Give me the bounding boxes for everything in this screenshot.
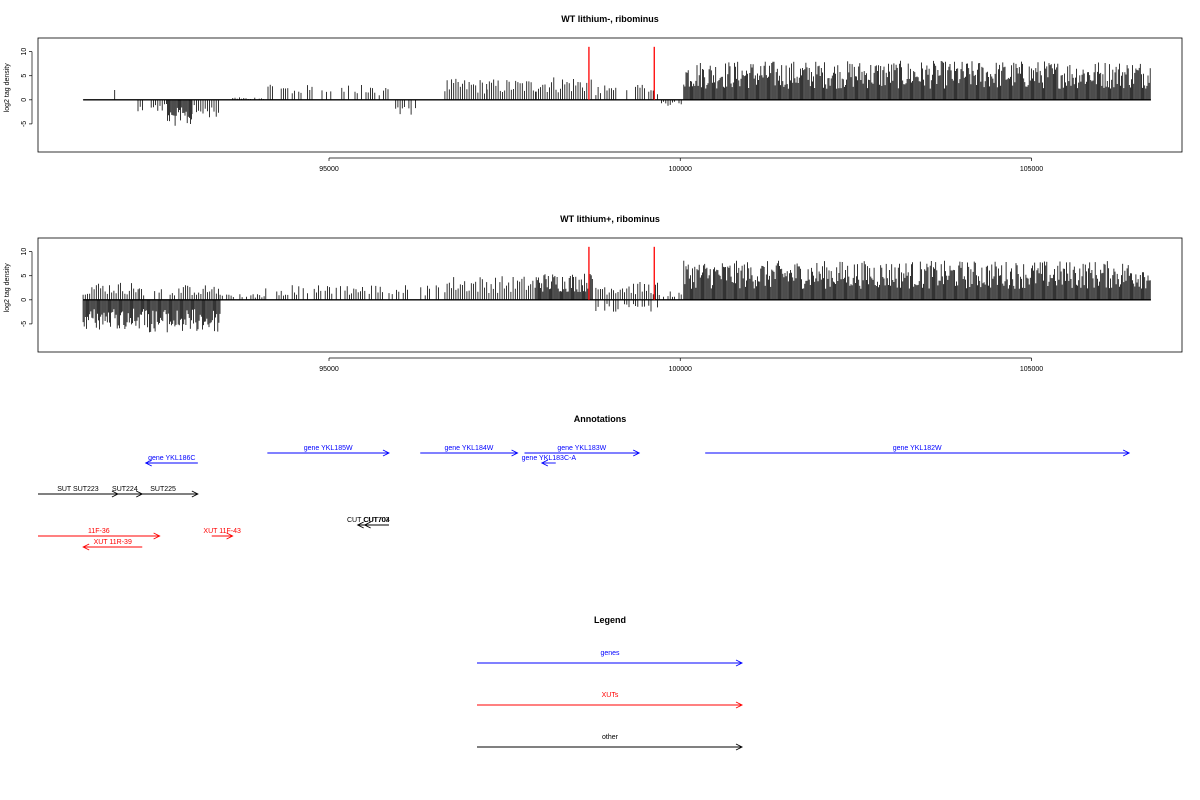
legend-arrowhead bbox=[735, 659, 744, 667]
annotation-arrowhead bbox=[363, 521, 371, 529]
y-tick-label: 0 bbox=[21, 98, 28, 102]
annotation-arrowhead bbox=[632, 449, 641, 457]
y-tick-label: -5 bbox=[21, 321, 28, 327]
annotations-panel: Annotations gene YKL186C gene YKL185W gene … bbox=[38, 414, 1131, 551]
y-tick-label: 5 bbox=[21, 274, 28, 278]
annotation-label: gene YKL185W bbox=[304, 445, 353, 452]
y-tick-label: 10 bbox=[21, 248, 28, 256]
y-tick-label: 5 bbox=[21, 74, 28, 78]
annotation-label: CUT CUT703 bbox=[347, 517, 389, 524]
x-tick-label: 105000 bbox=[1020, 366, 1043, 373]
annotation-arrow: gene YKL185W bbox=[267, 445, 390, 457]
plot-title: WT lithium-, ribominus bbox=[561, 14, 659, 24]
annotation-arrow: 11F-36 bbox=[38, 528, 161, 540]
annotation-arrow: SUT SUT223 bbox=[38, 486, 119, 498]
x-tick-label: 95000 bbox=[319, 166, 339, 173]
plot-panel-1: WT lithium-, ribominus -5 0 5 10 log2 tag den… bbox=[4, 14, 1183, 173]
legend-label: other bbox=[602, 734, 619, 741]
y-tick-label: 10 bbox=[21, 48, 28, 56]
annotation-label: CUT704 bbox=[364, 517, 390, 524]
annotation-arrow: XUT 11R-39 bbox=[82, 539, 143, 551]
annotation-arrowhead bbox=[144, 459, 152, 467]
legend-label: genes bbox=[600, 650, 620, 657]
annotation-label: gene YKL183C-A bbox=[522, 455, 577, 462]
plot-frame bbox=[37, 237, 1183, 353]
annotation-label: gene YKL184W bbox=[444, 445, 493, 452]
annotation-arrowhead bbox=[191, 490, 199, 498]
annotation-arrow: gene YKL184W bbox=[420, 445, 519, 457]
y-tick-label: -5 bbox=[21, 121, 28, 127]
legend-arrowhead bbox=[735, 743, 744, 751]
legend-label: XUTs bbox=[602, 692, 619, 699]
annotation-arrow: SUT224 bbox=[107, 486, 144, 498]
legend-item: genes bbox=[477, 650, 744, 667]
annotation-arrowhead bbox=[226, 532, 234, 540]
annotation-label: XUT 11F-43 bbox=[203, 528, 241, 535]
annotation-arrowhead bbox=[540, 459, 549, 467]
annotation-label: SUT SUT223 bbox=[57, 486, 99, 493]
x-tick-label: 100000 bbox=[669, 366, 692, 373]
annotation-arrowhead bbox=[382, 449, 390, 457]
annotation-arrow: SUT225 bbox=[128, 486, 199, 498]
annotation-label: gene YKL182W bbox=[893, 445, 942, 452]
legend-item: XUTs bbox=[477, 692, 744, 709]
annotation-arrowhead bbox=[511, 449, 519, 457]
annotation-arrow: gene YKL186C bbox=[144, 455, 198, 467]
annotations-title: Annotations bbox=[574, 414, 627, 424]
annotation-label: SUT224 bbox=[112, 486, 138, 493]
annotation-arrow: gene YKL182W bbox=[705, 445, 1131, 457]
plot-panel-2: WT lithium+, ribominus -5 0 5 10 log2 tag den… bbox=[4, 214, 1183, 373]
annotation-label: gene YKL186C bbox=[148, 455, 195, 462]
annotation-arrowhead bbox=[356, 521, 364, 529]
annotation-arrowhead bbox=[1122, 449, 1131, 457]
x-tick-label: 105000 bbox=[1020, 166, 1043, 173]
y-axis-label: log2 tag density bbox=[4, 263, 11, 313]
y-axis-label: log2 tag density bbox=[4, 63, 11, 113]
annotation-arrowhead bbox=[82, 543, 90, 551]
annotation-arrow: gene YKL183W bbox=[524, 445, 641, 457]
plot-frame bbox=[37, 37, 1183, 153]
plot-title: WT lithium+, ribominus bbox=[560, 214, 660, 224]
y-tick-label: 0 bbox=[21, 298, 28, 302]
x-tick-label: 95000 bbox=[319, 366, 339, 373]
annotation-label: 11F-36 bbox=[88, 528, 110, 535]
legend: Legend genes XUTs other bbox=[477, 615, 744, 751]
legend-item: other bbox=[477, 734, 744, 751]
annotation-arrowhead bbox=[153, 532, 161, 540]
annotation-arrow: CUT704 bbox=[363, 517, 390, 529]
annotation-label: gene YKL183W bbox=[557, 445, 606, 452]
annotation-arrow: XUT 11F-43 bbox=[203, 528, 241, 540]
legend-title: Legend bbox=[594, 615, 626, 625]
x-tick-label: 100000 bbox=[669, 166, 692, 173]
annotation-label: SUT225 bbox=[150, 486, 176, 493]
annotation-arrow: gene YKL183C-A bbox=[522, 455, 577, 467]
density-bars bbox=[82, 60, 1151, 126]
density-bars bbox=[82, 260, 1151, 333]
annotation-label: XUT 11R-39 bbox=[94, 539, 132, 546]
legend-arrowhead bbox=[735, 701, 744, 709]
